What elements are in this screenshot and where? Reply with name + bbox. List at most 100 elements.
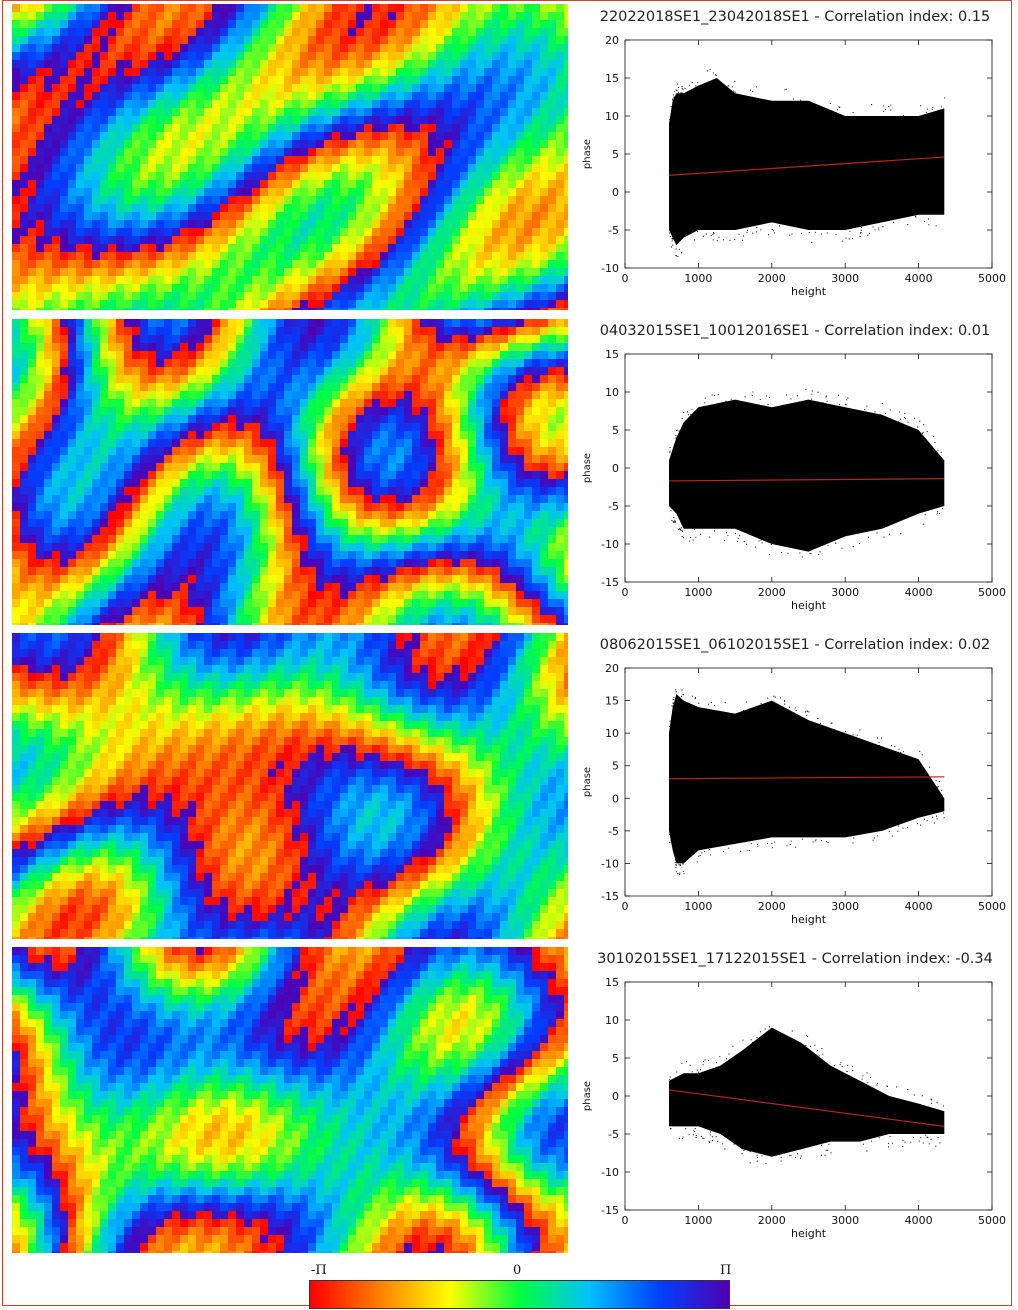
scatter-chart: 0 1000 2000 3000 4000 5000 -15 -10 -5 0 5 10 15 heigh…	[582, 348, 1006, 612]
scatter-point	[691, 1071, 693, 1073]
scatter-point	[704, 1059, 706, 1061]
scatter-chart: 0 1000 2000 3000 4000 5000 -15 -10 -5 0 5 10 15 heigh…	[582, 976, 1006, 1240]
scatter-point	[713, 233, 715, 234]
scatter-point	[826, 400, 828, 402]
scatter-point	[675, 521, 677, 523]
scatter-point	[689, 1064, 691, 1066]
scatter-point	[702, 406, 704, 408]
x-axis-label: height	[791, 913, 827, 926]
scatter-point	[886, 1085, 888, 1087]
scatter-point	[752, 232, 754, 234]
scatter-point	[691, 695, 693, 697]
scatter-point	[780, 697, 781, 699]
scatter-point	[862, 1143, 864, 1145]
scatter-point	[924, 514, 926, 516]
scatter-point	[671, 238, 673, 240]
scatter-point	[742, 239, 743, 241]
scatter-point	[756, 227, 758, 228]
scatter-point	[681, 92, 683, 94]
scatter-point	[825, 841, 827, 843]
scatter-point	[704, 851, 706, 853]
y-tick-label: 15	[605, 348, 619, 361]
scatter-point	[937, 786, 939, 787]
scatter-point	[726, 532, 728, 534]
scatter-point	[749, 850, 750, 851]
scatter-point	[706, 70, 708, 72]
scatter-point	[669, 232, 671, 234]
scatter-point	[872, 839, 874, 841]
scatter-point	[821, 1048, 823, 1049]
scatter-point	[835, 233, 837, 235]
scatter-point	[885, 413, 887, 415]
scatter-point	[687, 411, 688, 413]
scatter-point	[734, 533, 736, 534]
scatter-point	[682, 871, 684, 873]
scatter-point	[807, 710, 809, 712]
scatter-point	[737, 537, 739, 539]
scatter-point	[672, 706, 674, 708]
scatter-point	[768, 234, 769, 236]
scatter-point	[841, 1065, 843, 1067]
scatter-point	[851, 1065, 853, 1067]
scatter-point	[710, 235, 712, 237]
scatter-point	[935, 780, 937, 782]
scatter-point	[923, 424, 925, 426]
scatter-point	[876, 1082, 878, 1084]
y-tick-label: -5	[608, 1128, 619, 1141]
scatter-point	[846, 1070, 848, 1072]
trend-line	[669, 156, 945, 176]
scatter-point	[749, 1162, 751, 1164]
scatter-point	[676, 90, 678, 92]
scatter-point	[678, 529, 680, 530]
x-tick-label: 2000	[758, 586, 786, 599]
scatter-point	[700, 1135, 702, 1137]
scatter-point	[708, 1140, 710, 1142]
scatter-point	[752, 1041, 754, 1043]
scatter-point	[817, 718, 819, 719]
y-tick-label: 10	[605, 110, 619, 123]
scatter-point-cloud	[669, 78, 945, 246]
scatter-point	[771, 229, 773, 230]
scatter-point	[922, 1142, 924, 1144]
scatter-point	[840, 1062, 842, 1064]
scatter-point	[830, 1152, 832, 1154]
scatter-point	[941, 789, 943, 791]
scatter-point	[676, 1071, 678, 1073]
scatter-point	[900, 418, 902, 420]
scatter-point	[811, 242, 813, 243]
scatter-point	[864, 409, 866, 410]
scatter-point	[922, 431, 924, 433]
scatter-point	[716, 240, 718, 242]
chart-title: 22022018SE1_23042018SE1 - Correlation in…	[599, 9, 991, 25]
colorbar-mid-label: 0	[513, 1263, 522, 1278]
scatter-point	[882, 226, 884, 228]
scatter-point	[862, 1075, 864, 1077]
scatter-point	[756, 1160, 758, 1162]
scatter-point	[715, 74, 716, 76]
scatter-point	[888, 1142, 889, 1144]
scatter-point	[926, 1136, 928, 1138]
scatter-point	[694, 697, 696, 698]
scatter-point	[807, 1036, 809, 1037]
scatter-point	[673, 698, 675, 700]
scatter-point	[711, 1136, 713, 1138]
colorbar-max-label: Π	[720, 1263, 732, 1278]
scatter-point	[816, 1049, 818, 1051]
scatter-point	[825, 396, 827, 398]
scatter-point	[709, 849, 711, 850]
scatter-point	[797, 395, 798, 397]
scatter-point	[750, 843, 752, 845]
scatter-point	[704, 397, 706, 399]
scatter-point	[790, 1155, 792, 1157]
scatter-point	[694, 1128, 696, 1130]
scatter-point	[888, 106, 890, 107]
scatter-point	[697, 231, 699, 233]
scatter-point	[845, 730, 846, 732]
scatter-point	[705, 233, 707, 235]
scatter-point	[724, 1148, 726, 1150]
scatter-point	[795, 710, 797, 712]
scatter-point	[682, 863, 684, 865]
scatter-point	[921, 754, 923, 756]
scatter-point	[926, 820, 928, 822]
y-tick-label: 0	[612, 792, 619, 805]
